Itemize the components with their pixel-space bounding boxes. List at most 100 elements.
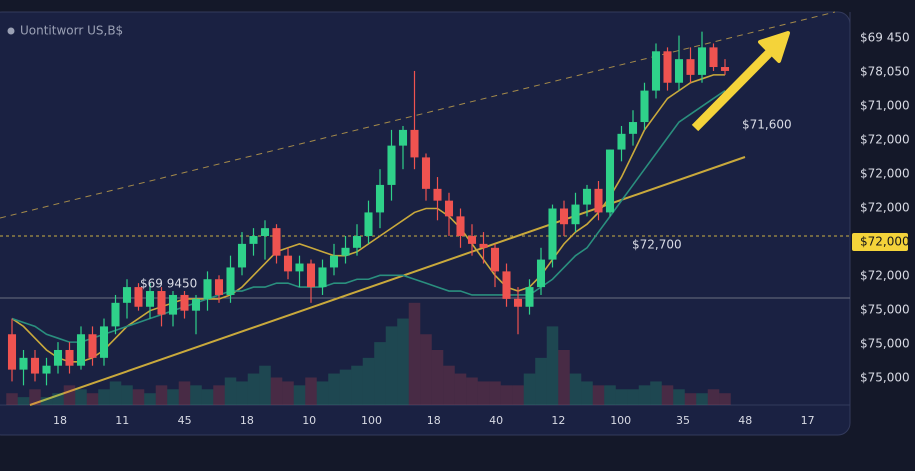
volume-bar [52,393,64,405]
volume-bar [17,397,30,405]
x-label: 18 [53,414,67,427]
volume-bar [661,385,674,405]
candle-body [306,263,316,288]
volume-bar [638,385,651,405]
candle-body [145,291,155,307]
candle-body [375,184,385,213]
candle-body [7,334,17,370]
volume-bar [500,385,513,405]
candle-body [617,133,626,150]
trend-line [29,156,746,406]
volume-bar [581,381,593,405]
volume-bar [604,385,616,405]
x-label: 45 [178,414,192,427]
volume-bar [592,385,605,405]
price-label: $72,000 [860,269,910,283]
candle-body [663,51,672,83]
candle-body [720,67,730,71]
candle-body [421,157,431,189]
candle-body [191,298,201,311]
candle-body [19,357,28,370]
volume-bar [627,389,639,405]
volume-bar [109,381,122,405]
candle-body [249,236,258,244]
price-label: $71,000 [860,99,910,113]
candle-body [352,236,362,248]
price-label: $72,000 [860,201,910,215]
title-icon [7,27,15,35]
volume-bar [259,365,271,405]
volume-bar [178,381,191,405]
volume-bar [316,381,329,405]
candle-body [444,200,454,217]
price-label: $75,000 [860,337,910,351]
candle-body [157,291,166,315]
volume-bar [615,389,628,405]
volume-bar [270,377,283,405]
volume-bar [155,385,168,405]
candle-body [536,259,546,288]
volume-bar [6,393,18,405]
candle-body [697,47,707,75]
volume-bar [351,365,363,405]
candle-body [364,212,373,237]
candle-body [76,334,86,366]
arrow-shaft [691,48,774,132]
volume-bar [190,385,202,405]
volume-bar [224,377,237,405]
volume-bar [247,373,260,405]
volume-bar [40,397,53,405]
candle-body [341,247,350,256]
candle-body [329,255,339,268]
candle-body [180,294,189,311]
candle-body [134,287,143,307]
candle-body [490,247,500,272]
trend-line-dashed [0,11,836,219]
candle-body [65,349,74,366]
candle-body [709,47,718,68]
volume-bar [558,349,570,405]
candle-body [398,129,408,146]
volume-bar [362,357,375,405]
candle-body [479,243,488,248]
candle-body [651,51,661,91]
volume-bar [63,385,76,405]
candle-body [272,228,281,256]
candle-body [456,216,465,237]
candle-body [318,267,327,288]
volume-bar [546,326,559,405]
arrow-head [758,31,790,63]
volume-bar [121,385,133,405]
price-label: $75,000 [860,371,910,385]
volume-bar [489,381,501,405]
candle-body [122,287,132,303]
x-label: 17 [801,414,815,427]
volume-bar [454,373,467,405]
price-label: $75,000 [860,303,910,317]
candle-body [226,267,235,295]
candle-body [582,188,592,205]
volume-bar [431,349,444,405]
volume-bar [719,393,731,405]
price-label: $72,000 [860,235,910,249]
x-label: 40 [489,414,503,427]
candle-body [30,357,40,374]
candle-body [628,122,638,134]
volume-bar [673,389,685,405]
candle-body [525,287,534,307]
annotation: $69 9450 [140,277,197,291]
volume-bar [328,373,340,405]
price-label: $72,000 [860,133,910,147]
volume-bar [98,389,110,405]
candle-body [686,59,695,75]
volume-bar [282,381,294,405]
candle-body [640,90,649,123]
volume-bar [201,389,214,405]
price-label: $69 450 [860,31,910,45]
volume-bar [397,318,409,405]
volume-bar [213,385,225,405]
candle-body [559,208,569,225]
x-label: 100 [361,414,382,427]
x-label: 100 [610,414,631,427]
volume-bar [707,389,720,405]
